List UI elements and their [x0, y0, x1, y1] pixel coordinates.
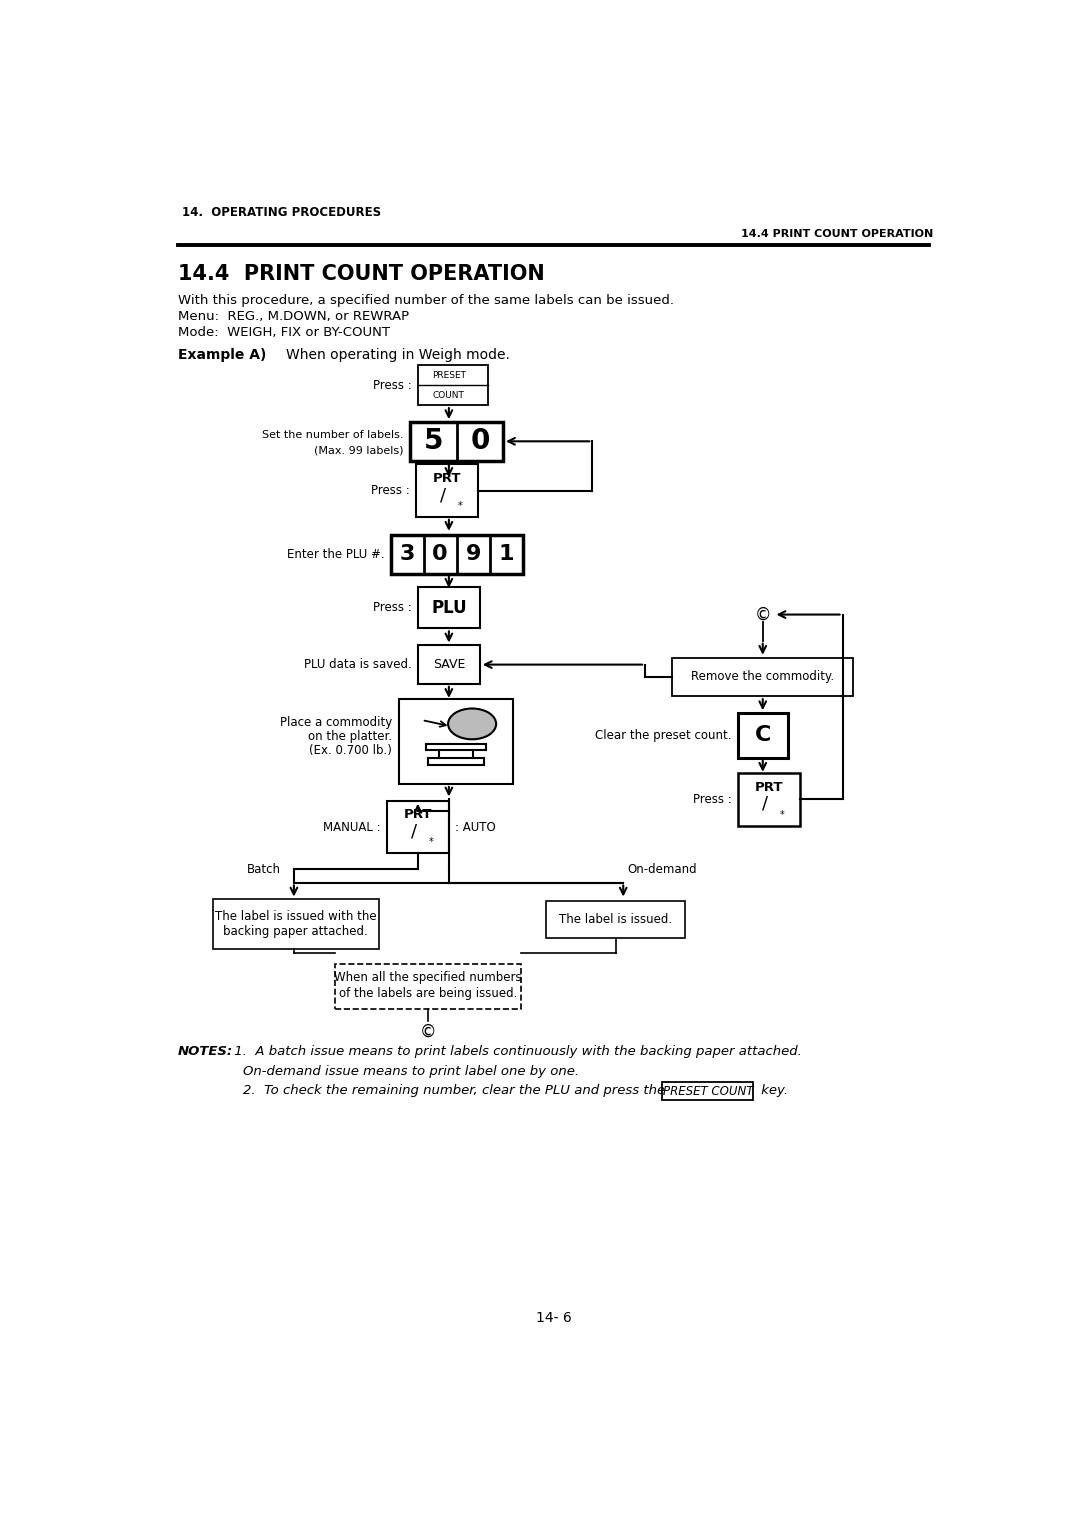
Text: Enter the PLU #.: Enter the PLU #.: [287, 549, 384, 561]
Text: of the labels are being issued.: of the labels are being issued.: [339, 987, 517, 999]
Text: on the platter.: on the platter.: [308, 730, 392, 743]
Text: *: *: [457, 501, 462, 510]
Text: Clear the preset count.: Clear the preset count.: [595, 729, 732, 743]
Bar: [391, 535, 523, 573]
Text: 0: 0: [432, 544, 448, 564]
Text: NOTES:: NOTES:: [177, 1045, 233, 1059]
Text: backing paper attached.: backing paper attached.: [224, 926, 368, 938]
Text: key.: key.: [757, 1083, 788, 1097]
Text: When all the specified numbers: When all the specified numbers: [334, 972, 522, 984]
Text: Press :: Press :: [370, 484, 409, 497]
Text: *: *: [780, 810, 784, 819]
Text: /: /: [440, 486, 446, 504]
Text: PRT: PRT: [404, 808, 432, 821]
Text: Remove the commodity.: Remove the commodity.: [691, 671, 835, 683]
Text: 3: 3: [400, 544, 415, 564]
Text: /: /: [410, 822, 417, 840]
Text: PRT: PRT: [432, 472, 461, 484]
Bar: [418, 365, 488, 405]
Bar: [672, 657, 853, 697]
Text: 14- 6: 14- 6: [536, 1311, 571, 1325]
Bar: [416, 465, 477, 516]
Text: 14.4 PRINT COUNT OPERATION: 14.4 PRINT COUNT OPERATION: [741, 229, 933, 240]
Text: 1: 1: [498, 544, 514, 564]
Text: PRESET: PRESET: [432, 371, 465, 379]
Text: On-demand: On-demand: [627, 863, 697, 877]
Bar: [399, 700, 513, 784]
Text: When operating in Weigh mode.: When operating in Weigh mode.: [286, 348, 510, 362]
Text: MANUAL :: MANUAL :: [323, 821, 380, 834]
Text: Press :: Press :: [693, 793, 732, 805]
Text: C: C: [755, 726, 771, 746]
Text: PLU: PLU: [431, 599, 467, 617]
Ellipse shape: [448, 709, 496, 740]
Text: On-demand issue means to print label one by one.: On-demand issue means to print label one…: [243, 1065, 579, 1077]
Text: /: /: [762, 795, 768, 813]
Text: 1.  A batch issue means to print labels continuously with the backing paper atta: 1. A batch issue means to print labels c…: [230, 1045, 801, 1059]
Text: 14.  OPERATING PROCEDURES: 14. OPERATING PROCEDURES: [181, 206, 380, 219]
Bar: [418, 587, 480, 628]
Text: Press :: Press :: [373, 379, 411, 391]
Text: Press :: Press :: [373, 601, 411, 614]
Bar: [662, 1082, 754, 1100]
Text: Set the number of labels.: Set the number of labels.: [262, 431, 404, 440]
Text: SAVE: SAVE: [433, 659, 465, 671]
Text: PRT: PRT: [755, 781, 783, 793]
Bar: [213, 900, 379, 949]
Text: Mode:  WEIGH, FIX or BY-COUNT: Mode: WEIGH, FIX or BY-COUNT: [177, 327, 390, 339]
Text: PLU data is saved.: PLU data is saved.: [303, 659, 411, 671]
Text: : AUTO: : AUTO: [455, 821, 496, 834]
Text: With this procedure, a specified number of the same labels can be issued.: With this procedure, a specified number …: [177, 293, 674, 307]
Bar: [387, 801, 449, 853]
Bar: [738, 773, 800, 825]
Text: 5: 5: [423, 428, 443, 455]
Text: 14.4  PRINT COUNT OPERATION: 14.4 PRINT COUNT OPERATION: [177, 264, 544, 284]
Text: ©: ©: [420, 1022, 436, 1041]
Bar: [418, 645, 480, 685]
Text: *: *: [429, 837, 433, 848]
Text: (Ex. 0.700 lb.): (Ex. 0.700 lb.): [310, 744, 392, 756]
Bar: [410, 422, 503, 460]
Text: 9: 9: [465, 544, 481, 564]
Text: COUNT: COUNT: [433, 391, 464, 400]
Bar: [545, 902, 685, 938]
Text: The label is issued.: The label is issued.: [559, 912, 672, 926]
Bar: [738, 714, 787, 758]
Text: Example A): Example A): [177, 348, 266, 362]
Text: PRESET COUNT: PRESET COUNT: [662, 1085, 753, 1097]
Text: Batch: Batch: [247, 863, 282, 877]
Text: ©: ©: [755, 605, 771, 623]
Text: 0: 0: [470, 428, 489, 455]
Text: Menu:  REG., M.DOWN, or REWRAP: Menu: REG., M.DOWN, or REWRAP: [177, 310, 408, 322]
Text: (Max. 99 labels): (Max. 99 labels): [314, 446, 404, 455]
Text: Place a commodity: Place a commodity: [280, 715, 392, 729]
Bar: [335, 964, 521, 1008]
Text: The label is issued with the: The label is issued with the: [215, 909, 376, 923]
Text: 2.  To check the remaining number, clear the PLU and press the: 2. To check the remaining number, clear …: [243, 1083, 665, 1097]
